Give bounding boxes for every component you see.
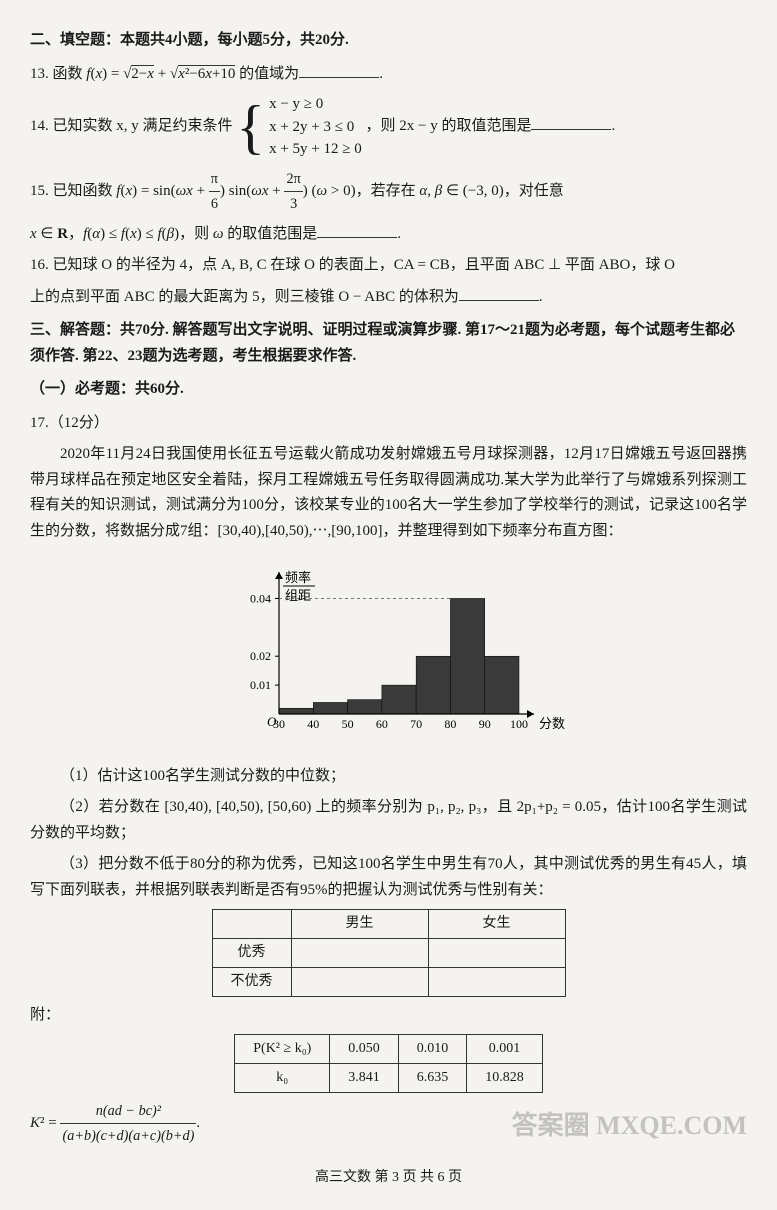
svg-text:60: 60 [375, 717, 387, 731]
section2-header: 二、填空题：本题共4小题，每小题5分，共20分. [30, 28, 747, 54]
t2-r1c0: k₀ [235, 1064, 330, 1093]
histogram-chart: 0.010.020.0430405060708090100O频率组距分数 [30, 554, 747, 754]
q14-tail: ，则 2x − y 的取值范围是 [365, 118, 531, 134]
q15-num: 15. [30, 183, 49, 199]
t1-r0c0: 优秀 [212, 939, 291, 968]
t1-h0 [212, 910, 291, 939]
q17-p1: 2020年11月24日我国使用长征五号运载火箭成功发射嫦娥五号月球探测器，12月… [30, 442, 747, 544]
q17-sub2: （2）若分数在 [30,40), [40,50), [50,60) 上的频率分别… [30, 795, 747, 846]
t2-r1c1: 3.841 [330, 1064, 399, 1093]
t1-h2: 女生 [428, 910, 565, 939]
t2-r0c3: 0.001 [467, 1035, 543, 1064]
q14-c3: x + 5y + 12 ≥ 0 [269, 138, 362, 161]
svg-text:0.04: 0.04 [250, 592, 271, 606]
svg-text:O: O [267, 714, 277, 729]
q15-blank [317, 222, 397, 238]
q14-c2: x + 2y + 3 ≤ 0 [269, 116, 362, 139]
q16-num: 16. [30, 257, 49, 273]
svg-text:0.02: 0.02 [250, 650, 271, 664]
watermark: 答案圈 MXQE.COM [512, 1104, 747, 1148]
svg-text:频率: 频率 [285, 570, 311, 585]
t1-r0c1 [291, 939, 428, 968]
section3-subheader: （一）必考题：共60分. [30, 377, 747, 403]
svg-text:100: 100 [510, 717, 528, 731]
t1-r0c2 [428, 939, 565, 968]
q15-line1: 已知函数 f(x) = sin(ωx + π6) sin(ωx + 2π3) (… [53, 183, 564, 199]
t2-r1c3: 10.828 [467, 1064, 543, 1093]
svg-text:组距: 组距 [285, 588, 311, 603]
svg-text:分数: 分数 [539, 716, 565, 731]
t1-h1: 男生 [291, 910, 428, 939]
svg-text:50: 50 [341, 717, 353, 731]
section3-header: 三、解答题：共70分. 解答题写出文字说明、证明过程或演算步骤. 第17～21题… [30, 318, 747, 369]
q15-line2: x ∈ R，f(α) ≤ f(x) ≤ f(β)，则 ω 的取值范围是 [30, 226, 317, 242]
q13: 13. 函数 f(x) = √2−x + √x²−6x+10 的值域为. [30, 62, 747, 88]
t2-r0c1: 0.050 [330, 1035, 399, 1064]
q14-num: 14. [30, 118, 49, 134]
q16-blank [459, 285, 539, 301]
t2-r0c2: 0.010 [398, 1035, 467, 1064]
q13-text: 函数 f(x) = √2−x + √x²−6x+10 的值域为 [53, 65, 300, 82]
q17-num: 17.（12分） [30, 411, 747, 437]
attach-label: 附： [30, 1003, 747, 1029]
q13-num: 13. [30, 66, 49, 82]
q14-lead: 已知实数 x, y 满足约束条件 [53, 118, 233, 134]
t1-r1c2 [428, 968, 565, 997]
svg-text:40: 40 [307, 717, 319, 731]
t1-r1c1 [291, 968, 428, 997]
q13-blank [299, 62, 379, 78]
q16-line1: 已知球 O 的半径为 4，点 A, B, C 在球 O 的表面上，CA = CB… [53, 257, 675, 273]
q14-c1: x − y ≥ 0 [269, 93, 362, 116]
t2-r0c0: P(K² ≥ k₀) [235, 1035, 330, 1064]
q16-line2-wrap: 上的点到平面 ABC 的最大距离为 5，则三棱锥 O − ABC 的体积为. [30, 285, 747, 311]
q14: 14. 已知实数 x, y 满足约束条件 { x − y ≥ 0 x + 2y … [30, 93, 747, 161]
t1-r1c0: 不优秀 [212, 968, 291, 997]
page-footer: 高三文数 第 3 页 共 6 页 [30, 1166, 747, 1190]
svg-text:70: 70 [410, 717, 422, 731]
q17-sub3: （3）把分数不低于80分的称为优秀，已知这100名学生中男生有70人，其中测试优… [30, 852, 747, 903]
svg-text:0.01: 0.01 [250, 679, 271, 693]
q14-blank [531, 114, 611, 130]
contingency-table: 男生 女生 优秀 不优秀 [212, 909, 566, 996]
svg-text:90: 90 [478, 717, 490, 731]
q16: 16. 已知球 O 的半径为 4，点 A, B, C 在球 O 的表面上，CA … [30, 253, 747, 279]
q15-line2-wrap: x ∈ R，f(α) ≤ f(x) ≤ f(β)，则 ω 的取值范围是. [30, 222, 747, 248]
q16-line2: 上的点到平面 ABC 的最大距离为 5，则三棱锥 O − ABC 的体积为 [30, 289, 459, 305]
t2-r1c2: 6.635 [398, 1064, 467, 1093]
q14-constraints: { x − y ≥ 0 x + 2y + 3 ≤ 0 x + 5y + 12 ≥… [236, 93, 361, 161]
q15: 15. 已知函数 f(x) = sin(ωx + π6) sin(ωx + 2π… [30, 167, 747, 216]
q17-sub1: （1）估计这100名学生测试分数的中位数； [30, 764, 747, 790]
critical-value-table: P(K² ≥ k₀) 0.050 0.010 0.001 k₀ 3.841 6.… [234, 1034, 542, 1093]
svg-text:80: 80 [444, 717, 456, 731]
